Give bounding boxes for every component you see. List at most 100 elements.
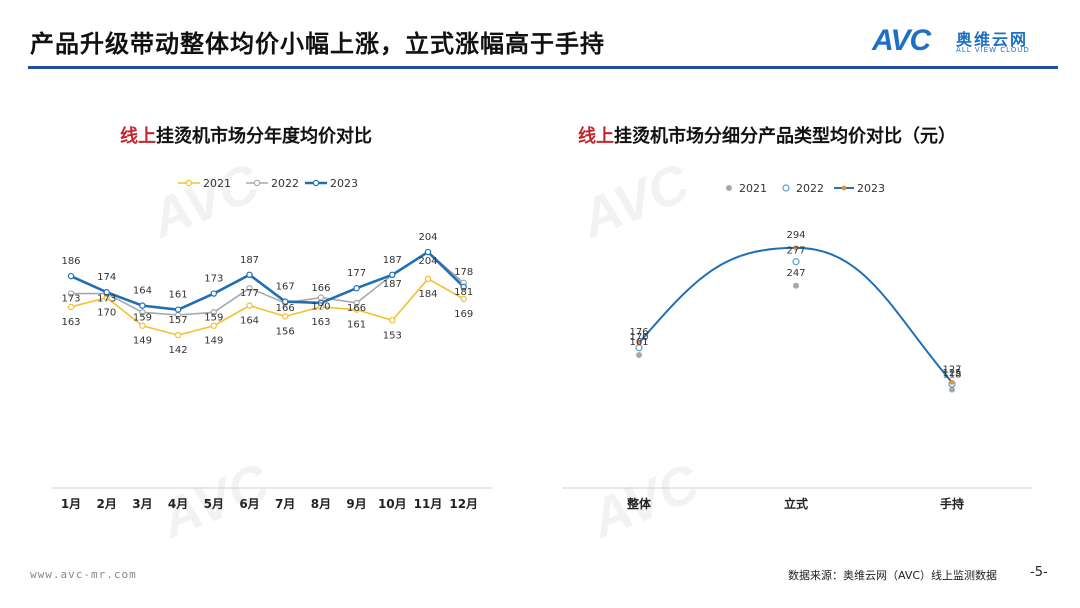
data-point-2021: [793, 282, 799, 289]
data-label-2022: 181: [454, 287, 473, 298]
data-point-2021: [353, 306, 360, 313]
data-label-2022: 159: [204, 312, 223, 323]
left-chart-title-rest: 挂烫机市场分年度均价对比: [156, 126, 372, 147]
data-label-2023: 177: [347, 268, 366, 279]
data-point-2023: [636, 340, 642, 346]
x-tick-label: 5月: [204, 497, 224, 511]
data-label-2023: 187: [240, 255, 259, 266]
x-tick-label: 6月: [239, 497, 259, 511]
legend-marker-2023: [841, 185, 847, 191]
data-point-2022: [139, 309, 146, 316]
data-point-2021: [174, 331, 182, 339]
data-label-2021: 161: [347, 320, 366, 331]
data-point-2022: [67, 290, 75, 297]
legend-marker-2022: [782, 184, 790, 192]
x-tick-label: 立式: [784, 496, 808, 511]
legend-label-2023: 2023: [330, 177, 358, 190]
logo-avc-text: AVC: [872, 24, 931, 57]
data-label-2022: 157: [169, 315, 188, 326]
data-point-2023: [949, 379, 955, 385]
data-label-2022: 173: [97, 294, 116, 305]
footer-url[interactable]: www.avc-mr.com: [30, 568, 137, 581]
right-chart-title: 线上挂烫机市场分细分产品类型均价对比（元）: [578, 122, 956, 148]
data-label-2023: 174: [97, 272, 116, 283]
data-label-2023: 164: [133, 286, 152, 297]
data-label-2021: 156: [276, 326, 295, 337]
data-point-2023: [317, 299, 325, 307]
data-point-2021: [210, 322, 217, 329]
data-label-2021: 164: [240, 316, 259, 327]
data-label-2022: 170: [311, 302, 330, 313]
series-line-2023: [70, 250, 465, 311]
data-label-2022: 277: [786, 246, 805, 257]
data-point-2023: [67, 272, 75, 280]
data-label-2022: 204: [418, 256, 437, 267]
legend-marker-2022: [253, 179, 261, 187]
data-point-2023: [210, 290, 217, 297]
data-point-2022: [210, 309, 217, 316]
data-point-2023: [139, 302, 146, 309]
data-label-2021: 184: [418, 289, 437, 300]
x-tick-label: 7月: [275, 497, 295, 511]
left-chart-title-prefix: 线上: [120, 126, 156, 147]
x-tick-label: 4月: [168, 497, 188, 511]
x-tick-label: 8月: [311, 497, 331, 511]
data-point-2021: [67, 303, 75, 311]
data-point-2023: [793, 245, 799, 251]
data-point-2023: [424, 248, 432, 256]
data-label-2021: 161: [629, 337, 648, 348]
data-point-2022: [792, 258, 800, 266]
data-label-2023: 166: [311, 283, 330, 294]
data-label-2023: 127: [942, 364, 961, 375]
footer-source: 数据来源：奥维云网（AVC）线上监测数据: [788, 569, 998, 582]
data-label-2021: 163: [311, 317, 330, 328]
data-point-2021: [246, 302, 253, 309]
legend-label-2022: 2022: [271, 177, 299, 190]
data-label-2021: 118: [942, 370, 961, 381]
data-label-2022: 159: [133, 312, 152, 323]
data-label-2021: 153: [383, 330, 402, 341]
x-tick-label: 12月: [449, 497, 478, 511]
right-chart-title-rest: 挂烫机市场分细分产品类型均价对比（元）: [614, 126, 956, 147]
title-underline: [28, 66, 1058, 69]
legend-marker-2021: [185, 179, 193, 187]
x-tick-label: 3月: [132, 497, 152, 511]
data-point-2022: [246, 285, 253, 292]
data-label-2022: 166: [347, 303, 366, 314]
x-tick-label: 1月: [61, 497, 81, 511]
page-number: -5-: [1030, 565, 1048, 580]
data-label-2022: 177: [240, 288, 259, 299]
x-tick-label: 10月: [378, 497, 407, 511]
data-label-2021: 149: [204, 336, 223, 347]
data-label-2023: 178: [454, 267, 473, 278]
data-label-2023: 173: [204, 274, 223, 285]
data-label-2022: 166: [276, 303, 295, 314]
page-title: 产品升级带动整体均价小幅上涨，立式涨幅高于手持: [30, 30, 605, 58]
data-label-2022: 187: [383, 279, 402, 290]
data-label-2021: 163: [61, 317, 80, 328]
logo-en-text: ALL VIEW CLOUD: [956, 46, 1030, 54]
legend-label-2021: 2021: [203, 177, 231, 190]
data-label-2022: 173: [61, 294, 80, 305]
data-label-2023: 294: [786, 230, 805, 241]
data-label-2021: 149: [133, 336, 152, 347]
x-tick-label: 11月: [414, 497, 443, 511]
data-label-2022: 170: [629, 332, 648, 343]
data-point-2022: [353, 299, 360, 307]
data-label-2023: 204: [418, 232, 437, 243]
data-point-2023: [353, 285, 360, 292]
left-chart-title: 线上挂烫机市场分年度均价对比: [120, 122, 372, 148]
data-label-2021: 169: [454, 309, 473, 320]
data-point-2021: [460, 295, 467, 303]
data-point-2023: [460, 283, 467, 291]
data-point-2021: [389, 317, 396, 324]
data-label-2023: 176: [629, 327, 648, 338]
legend-marker-2023: [312, 179, 320, 187]
logo-cn-text: 奥维云网: [956, 30, 1029, 49]
x-tick-label: 整体: [626, 496, 652, 511]
data-point-2023: [282, 298, 289, 305]
data-label-2021: 142: [169, 345, 188, 356]
data-label-2023: 187: [383, 255, 402, 266]
data-point-2021: [424, 275, 432, 283]
